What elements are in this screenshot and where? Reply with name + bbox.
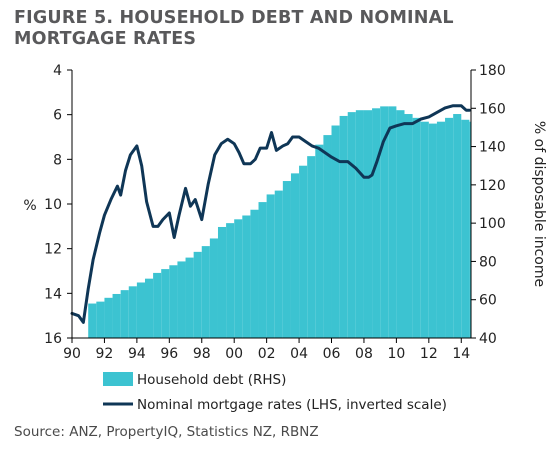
debt-bar [331,125,340,338]
debt-bar [209,238,218,338]
debt-bar [112,293,121,338]
debt-bar [96,301,105,338]
debt-bar [436,121,446,338]
source-note: Source: ANZ, PropertyIQ, Statistics NZ, … [14,424,319,440]
x-tick-label: 06 [323,346,341,362]
debt-bar [193,251,202,338]
x-tick-label: 10 [387,346,405,362]
debt-bar [453,114,462,338]
debt-area-layer [88,106,471,339]
debt-bar [201,246,210,338]
legend-swatch-debt [103,372,133,386]
x-tick-label: 04 [290,346,308,362]
mortgage-rate-line [70,104,471,324]
debt-bar [388,106,397,339]
legend: Household debt (RHS) Nominal mortgage ra… [103,372,447,413]
debt-bar [420,121,429,338]
debt-bar [234,219,243,338]
debt-bar [315,144,324,338]
x-tick-label: 92 [96,346,114,362]
debt-bar [177,261,186,338]
right-tick-label: 140 [479,140,506,156]
debt-bar [404,114,413,338]
debt-bar [307,156,316,338]
left-tick-label: 12 [44,242,62,258]
debt-bar [185,257,194,338]
debt-bar [380,106,389,339]
debt-bar [128,286,137,338]
right-tick-label: 160 [479,101,506,117]
debt-bar [363,110,373,338]
debt-bar [88,303,97,338]
debt-bar [299,165,308,338]
debt-bar [372,108,381,338]
right-tick-label: 40 [479,331,497,347]
debt-bar [217,226,227,338]
mortgage-line-layer [70,104,471,324]
debt-bar [136,282,145,338]
left-tick-label: 16 [44,331,62,347]
debt-bar [250,209,259,338]
legend-label-mortgage: Nominal mortgage rates (LHS, inverted sc… [137,397,447,413]
left-tick-label: 8 [53,152,62,168]
left-tick-label: 14 [44,286,62,302]
debt-bar [461,119,470,339]
debt-bar [258,202,267,338]
x-tick-label: 08 [355,346,373,362]
left-tick-label: 4 [53,63,62,79]
right-tick-label: 100 [479,216,506,232]
x-tick-label: 94 [128,346,146,362]
chart-title: FIGURE 5. HOUSEHOLD DEBT AND NOMINAL MOR… [14,8,454,49]
debt-bar [226,223,235,338]
debt-bar [266,194,275,338]
left-axis-label: % [23,198,36,214]
debt-bar [169,265,178,338]
right-axis-label: % of disposable income [531,121,547,287]
x-tick-label: 14 [452,346,470,362]
debt-bar [120,290,129,338]
right-tick-label: 80 [479,254,497,270]
debt-bar [428,123,437,338]
x-tick-label: 02 [258,346,276,362]
right-tick-label: 120 [479,178,506,194]
right-tick-label: 180 [479,63,506,79]
debt-bar [445,117,454,338]
debt-bar [161,269,170,338]
x-tick-label: 90 [63,346,81,362]
debt-bar [339,115,348,338]
debt-bar [144,278,154,338]
left-tick-label: 10 [44,197,62,213]
x-tick-label: 12 [420,346,438,362]
debt-bar [282,181,291,338]
debt-bar [274,190,283,338]
debt-bar [104,297,113,338]
x-tick-label: 98 [193,346,211,362]
x-tick-label: 00 [225,346,243,362]
right-tick-label: 60 [479,293,497,309]
debt-bar [153,272,162,338]
debt-bar [469,121,471,338]
debt-bar [347,112,356,338]
legend-label-debt: Household debt (RHS) [137,372,286,388]
x-tick-label: 96 [160,346,178,362]
debt-bar [242,215,251,338]
debt-bar [412,117,421,338]
debt-bar [323,135,332,338]
left-tick-label: 6 [53,108,62,124]
debt-bar [396,110,405,338]
debt-bar [290,173,300,338]
tick-layer: 4 6 8 10 12 14 16 180 160 140 120 100 80 60 40 90 92 94 96… [44,63,506,362]
debt-bar [355,110,364,338]
